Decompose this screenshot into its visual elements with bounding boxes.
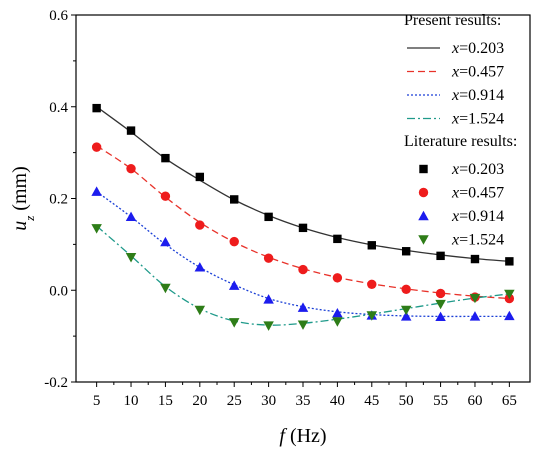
data-point	[297, 320, 309, 330]
series-line-0	[96, 106, 510, 262]
axis-ticks: 5 10 15 20 25 30 35 40 45 50 55 60 65 -0.2 0.0 0.2 0.4 0.…	[44, 8, 517, 409]
x-tick-label: 30	[261, 393, 276, 409]
data-point	[332, 273, 343, 283]
x-tick-label: 35	[296, 393, 311, 409]
data-point	[194, 305, 206, 316]
x-tick-label: 55	[433, 393, 448, 409]
data-point	[298, 264, 308, 275]
data-point	[366, 311, 378, 321]
legend-marker-swatch	[419, 164, 428, 174]
data-point	[297, 302, 309, 312]
series-line-2	[96, 191, 510, 318]
data-point	[125, 253, 137, 263]
x-tick-label: 65	[502, 393, 517, 409]
data-point	[161, 153, 170, 163]
x-tick-label: 10	[124, 393, 139, 409]
data-point	[504, 289, 515, 300]
data-point	[91, 142, 102, 152]
data-point	[400, 305, 412, 316]
data-point	[367, 279, 377, 289]
legend-marker-swatch	[418, 235, 429, 245]
data-point	[469, 293, 481, 304]
legend-marker-swatch	[418, 210, 429, 221]
data-point	[194, 262, 206, 272]
legend-label: x=0.457	[451, 64, 504, 81]
data-point	[400, 311, 412, 321]
legend-label: x=0.203	[451, 40, 504, 57]
data-point	[125, 211, 137, 222]
data-point	[126, 163, 136, 174]
data-point	[160, 236, 171, 247]
data-point	[332, 307, 343, 318]
data-point	[435, 288, 446, 299]
data-point	[160, 191, 171, 201]
x-axis-label: f (Hz)	[279, 425, 326, 447]
data-point	[91, 186, 102, 196]
data-point	[195, 220, 205, 230]
series-line-1	[96, 145, 510, 300]
data-point	[263, 321, 274, 331]
legend-header-literature: Literature results:	[404, 133, 517, 150]
y-tick-label: 0.0	[49, 283, 68, 299]
data-point	[333, 234, 342, 244]
data-point	[229, 236, 239, 247]
data-point	[195, 172, 205, 182]
data-point	[228, 280, 240, 290]
data-point	[263, 253, 274, 263]
x-tick-label: 50	[399, 393, 414, 409]
data-point	[126, 126, 136, 135]
x-tick-label: 5	[93, 393, 101, 409]
y-tick-label: 0.4	[49, 100, 68, 116]
data-point	[160, 283, 171, 294]
data-point	[228, 318, 240, 328]
x-axis-symbol: f	[279, 425, 287, 447]
x-tick-label: 45	[364, 393, 379, 409]
data-point	[436, 251, 445, 261]
y-tick-label: -0.2	[44, 375, 68, 391]
x-tick-label: 60	[467, 393, 482, 409]
data-point	[435, 299, 446, 310]
y-tick-label: 0.2	[49, 192, 68, 208]
x-tick-label: 15	[158, 393, 173, 409]
data-point	[435, 311, 446, 322]
y-axis-subscript: z	[22, 216, 37, 222]
legend-label: x=1.524	[451, 111, 504, 128]
x-tick-label: 40	[330, 393, 345, 409]
data-point	[263, 294, 274, 304]
legend-label: x=0.203	[451, 161, 504, 178]
legend-label: x=1.524	[451, 232, 504, 249]
data-point	[504, 310, 515, 321]
data-point	[264, 212, 273, 222]
data-point	[298, 223, 308, 233]
x-tick-label: 25	[227, 393, 242, 409]
legend-marker-swatch	[418, 187, 429, 198]
data-point	[332, 317, 343, 327]
legend-label: x=0.457	[451, 185, 504, 202]
data-point	[470, 254, 480, 264]
legend-label: x=0.914	[451, 87, 504, 104]
series-markers	[91, 103, 515, 331]
y-axis-label: uz (mm)	[9, 166, 37, 231]
data-point	[367, 241, 376, 250]
y-axis-unit: (mm)	[9, 166, 31, 210]
y-axis-symbol: u	[9, 221, 31, 231]
data-point	[469, 311, 481, 321]
x-axis-unit: (Hz)	[290, 425, 327, 447]
data-point	[230, 195, 239, 204]
legend-header-present: Present results:	[404, 12, 501, 29]
data-point	[91, 224, 102, 234]
y-tick-label: 0.6	[49, 8, 68, 24]
x-tick-label: 20	[192, 393, 207, 409]
data-point	[401, 284, 411, 295]
data-point	[401, 247, 411, 256]
legend: Present results: Literature results: x=0.2…	[404, 12, 517, 249]
data-point	[92, 103, 101, 113]
data-point	[505, 257, 514, 266]
legend-label: x=0.914	[451, 208, 504, 225]
